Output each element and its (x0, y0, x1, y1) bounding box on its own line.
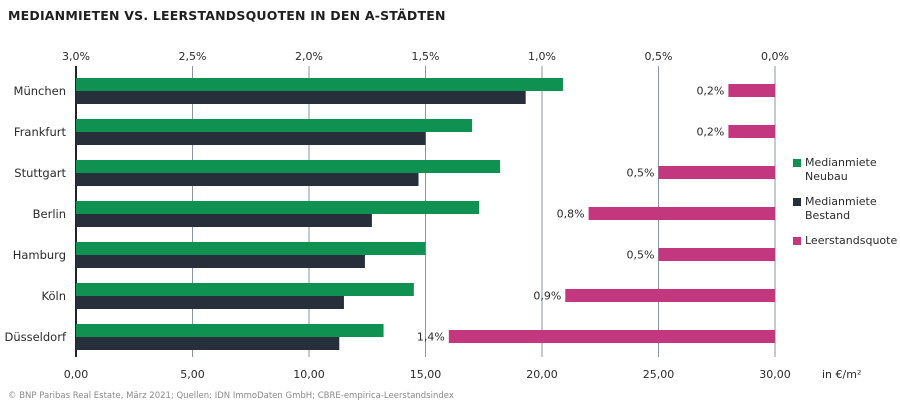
bar-leerstand (448, 330, 775, 343)
bar-leerstand (565, 289, 775, 302)
category-label: Stuttgart (14, 166, 66, 180)
category-label: München (14, 84, 66, 98)
leerstand-data-label: 1,4% (417, 331, 445, 344)
bar-neubau (76, 283, 414, 296)
bar-neubau (76, 160, 501, 173)
category-label: Düsseldorf (4, 330, 66, 344)
bar-leerstand (728, 125, 775, 138)
legend-swatch-neubau (793, 159, 801, 167)
x-unit-label: in €/m² (822, 368, 861, 381)
legend-label-bestand: Medianmiete Bestand (805, 195, 877, 222)
top-tick-label: 3,0% (62, 50, 90, 63)
leerstand-data-label: 0,2% (696, 126, 724, 139)
bar-leerstand (658, 248, 775, 261)
top-tick-label: 1,0% (528, 50, 556, 63)
leerstand-data-label: 0,8% (557, 208, 585, 221)
bar-neubau (76, 324, 384, 337)
bottom-tick-label: 20,00 (526, 368, 558, 381)
leerstand-data-label: 0,9% (533, 290, 561, 303)
bar-bestand (76, 255, 365, 268)
bar-bestand (76, 296, 344, 309)
top-tick-label: 2,0% (295, 50, 323, 63)
leerstand-data-label: 0,5% (627, 249, 655, 262)
top-tick-label: 2,5% (179, 50, 207, 63)
bar-bestand (76, 132, 426, 145)
bottom-tick-label: 5,00 (180, 368, 205, 381)
bottom-tick-label: 0,00 (64, 368, 89, 381)
legend-label-leerstand: Leerstandsquote (805, 234, 898, 247)
top-tick-label: 0,0% (761, 50, 789, 63)
top-tick-label: 0,5% (645, 50, 673, 63)
bottom-tick-label: 25,00 (643, 368, 675, 381)
bottom-tick-label: 10,00 (293, 368, 325, 381)
chart-title: MEDIANMIETEN VS. LEERSTANDSQUOTEN IN DEN… (8, 8, 446, 23)
bar-neubau (76, 78, 563, 91)
bottom-tick-label: 30,00 (759, 368, 791, 381)
category-label: Frankfurt (14, 125, 67, 139)
bar-leerstand (728, 84, 775, 97)
bar-neubau (76, 201, 480, 214)
bar-bestand (76, 91, 526, 104)
legend-swatch-leerstand (793, 237, 801, 245)
top-tick-label: 1,5% (412, 50, 440, 63)
bar-bestand (76, 214, 372, 227)
source-note: © BNP Paribas Real Estate, März 2021; Qu… (8, 391, 454, 401)
bar-bestand (76, 173, 419, 186)
bottom-tick-label: 15,00 (410, 368, 442, 381)
legend-swatch-bestand (793, 198, 801, 206)
bar-neubau (76, 242, 426, 255)
category-label: Berlin (33, 207, 66, 221)
leerstand-data-label: 0,5% (627, 167, 655, 180)
category-label: Hamburg (13, 248, 66, 262)
category-label: Köln (42, 289, 67, 303)
legend-label-neubau: Medianmiete Neubau (805, 156, 877, 183)
bar-leerstand (588, 207, 775, 220)
leerstand-data-label: 0,2% (696, 85, 724, 98)
bar-neubau (76, 119, 473, 132)
bar-bestand (76, 337, 340, 350)
bar-leerstand (658, 166, 775, 179)
